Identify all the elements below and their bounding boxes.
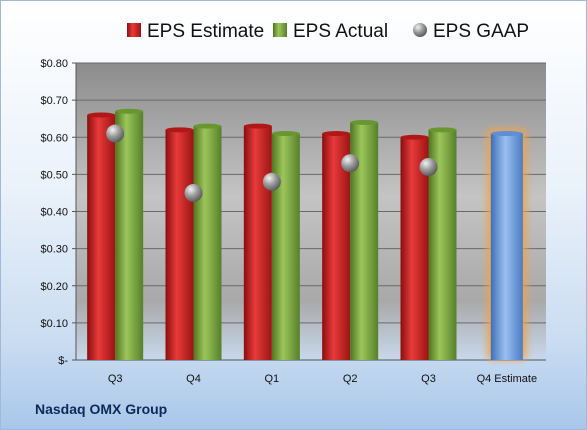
x-tick-label: Q3: [421, 373, 436, 385]
y-tick-label: $0.50: [40, 169, 68, 181]
y-tick-label: $0.10: [40, 318, 68, 330]
x-tick-label: Q2: [343, 373, 358, 385]
bar-top-eps-actual: [271, 131, 300, 137]
company-name: Nasdaq OMX Group: [35, 401, 168, 417]
bar-top-eps-estimate: [322, 131, 351, 137]
bar-eps-actual: [271, 133, 300, 360]
y-tick-label: $0.60: [40, 132, 68, 144]
bar-top-eps-actual: [428, 127, 457, 133]
bar-eps-estimate: [87, 114, 116, 360]
bar-top-eps-estimate: [165, 127, 194, 133]
legend-swatch: [127, 23, 141, 37]
y-tick-label: $0.20: [40, 281, 68, 293]
legend-label: EPS Estimate: [147, 21, 264, 42]
point-eps-gaap: [106, 124, 125, 143]
bar-q4-estimate: [490, 133, 523, 360]
point-eps-gaap: [341, 154, 360, 173]
bar-eps-actual: [115, 111, 144, 360]
bar-eps-estimate: [243, 126, 272, 360]
bar-eps-estimate: [165, 129, 194, 360]
bar-top-q4-estimate: [490, 131, 523, 137]
bar-top-eps-estimate: [400, 134, 429, 140]
x-tick-label: Q4: [186, 373, 201, 385]
bar-top-eps-estimate: [243, 123, 272, 129]
point-eps-gaap: [184, 183, 203, 202]
point-eps-gaap: [419, 157, 438, 176]
y-tick-label: $0.30: [40, 244, 68, 256]
point-eps-gaap: [262, 172, 281, 191]
x-tick-label: Q1: [264, 373, 279, 385]
y-tick-label: $0.80: [40, 58, 68, 70]
bar-top-eps-actual: [350, 119, 379, 125]
x-tick-label: Q3: [108, 373, 123, 385]
y-tick-label: $0.40: [40, 207, 68, 219]
bar-eps-estimate: [322, 133, 351, 360]
legend-swatch: [413, 23, 427, 37]
bar-top-eps-estimate: [87, 112, 116, 118]
legend-swatch: [273, 23, 287, 37]
bar-eps-actual: [193, 126, 222, 360]
bar-top-eps-actual: [193, 123, 222, 129]
legend-label: EPS Actual: [293, 21, 388, 42]
x-tick-label: Q4 Estimate: [477, 373, 538, 385]
y-tick-label: $0.70: [40, 95, 68, 107]
y-tick-label: $-: [58, 355, 68, 367]
bar-top-eps-actual: [115, 108, 144, 114]
legend-label: EPS GAAP: [433, 21, 529, 42]
